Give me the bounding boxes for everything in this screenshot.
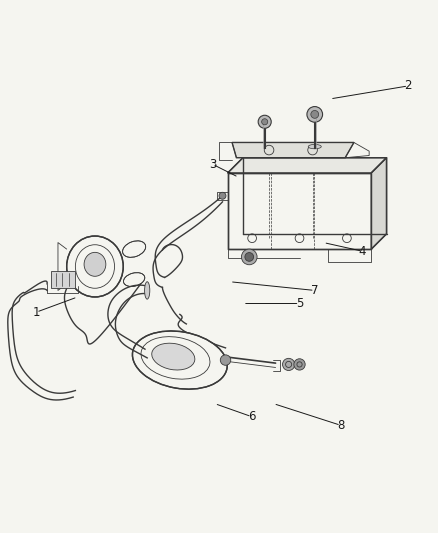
Polygon shape xyxy=(228,173,371,249)
Text: 3: 3 xyxy=(209,158,216,171)
Circle shape xyxy=(258,115,271,128)
Ellipse shape xyxy=(308,144,321,149)
Circle shape xyxy=(283,358,295,370)
Polygon shape xyxy=(371,158,387,249)
Circle shape xyxy=(261,119,268,125)
Ellipse shape xyxy=(84,252,106,276)
Circle shape xyxy=(220,355,231,365)
Polygon shape xyxy=(232,142,354,158)
Ellipse shape xyxy=(67,236,123,297)
Circle shape xyxy=(311,110,319,118)
Ellipse shape xyxy=(152,343,195,370)
Text: 6: 6 xyxy=(248,410,255,423)
Circle shape xyxy=(245,253,254,261)
Circle shape xyxy=(294,359,305,370)
Text: 5: 5 xyxy=(296,297,303,310)
Ellipse shape xyxy=(145,282,150,299)
Text: 4: 4 xyxy=(359,245,366,258)
Ellipse shape xyxy=(123,241,146,257)
Text: 2: 2 xyxy=(405,79,412,92)
Circle shape xyxy=(241,249,257,265)
Text: 8: 8 xyxy=(337,419,345,432)
Polygon shape xyxy=(228,158,387,173)
Ellipse shape xyxy=(124,273,145,286)
Circle shape xyxy=(307,107,322,122)
Text: 7: 7 xyxy=(311,284,318,297)
Text: 1: 1 xyxy=(32,306,40,319)
Ellipse shape xyxy=(132,331,227,389)
Circle shape xyxy=(219,192,226,199)
Bar xyxy=(51,271,75,288)
